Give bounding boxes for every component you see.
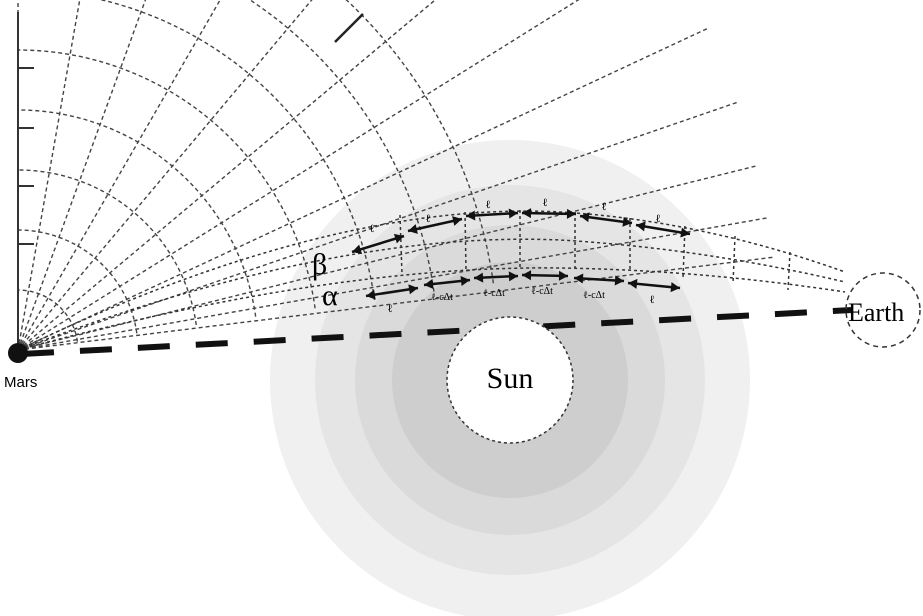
fan-boundary	[17, 12, 364, 352]
segment-label: ℓ	[649, 294, 654, 306]
grid-arc	[17, 289, 79, 342]
segment-label: ℓ-cΔt	[431, 292, 453, 303]
alpha-label: α	[322, 279, 338, 312]
segment-label: ℓ-cΔt	[583, 290, 605, 301]
arrowhead	[522, 208, 532, 219]
arrowhead	[460, 276, 470, 286]
segment-label: ℓ	[369, 223, 374, 235]
arrowhead	[614, 275, 624, 286]
alpha-path-arrows	[365, 270, 681, 300]
radial-line	[17, 217, 767, 351]
beta-path-arrows	[351, 208, 691, 255]
radial-line	[17, 256, 773, 351]
double-arrow	[407, 217, 463, 233]
arrowhead	[522, 270, 532, 281]
double-arrow	[351, 234, 405, 254]
segment-label: ℓ-cΔt	[483, 288, 505, 299]
arrowhead	[628, 278, 638, 289]
grid-arc	[17, 49, 316, 309]
sun-disk	[446, 316, 574, 444]
arrowhead	[580, 212, 590, 223]
radial-line	[17, 0, 580, 351]
sun-label: Sun	[487, 362, 534, 395]
radial-line	[17, 101, 737, 351]
arrowhead	[393, 233, 404, 244]
segment-label: ℓ	[485, 199, 490, 211]
grid-arc	[17, 109, 257, 317]
arrowhead	[424, 279, 434, 289]
arrowhead	[566, 208, 576, 219]
arrowhead	[352, 244, 363, 255]
earth-outline	[845, 272, 921, 348]
beta-label: β	[312, 248, 327, 281]
radial-line	[17, 0, 81, 351]
double-arrow	[635, 223, 691, 236]
segment-label: ℓ-cΔt	[531, 286, 553, 297]
arrowhead	[680, 227, 690, 238]
beam-rung-8	[787, 251, 791, 291]
arrowhead	[508, 208, 518, 219]
radial-line	[17, 0, 313, 351]
arrowhead	[508, 271, 518, 282]
radial-line	[17, 0, 221, 351]
segment-labels: ℓ ℓ ℓ ℓ ℓ ℓ ℓ ℓ-cΔt ℓ-cΔt ℓ-cΔt ℓ-cΔt ℓ	[369, 197, 660, 315]
arrowhead	[558, 270, 568, 281]
radial-line	[17, 28, 708, 351]
radial-line	[17, 0, 147, 351]
beam-upper-edge	[17, 210, 846, 351]
double-arrow	[521, 211, 577, 216]
arrowhead	[408, 224, 418, 234]
arrowhead	[452, 216, 462, 226]
beam-rung-7	[732, 235, 736, 285]
segment-label: ℓ	[655, 213, 660, 225]
grid-arc	[17, 169, 197, 326]
beam-lower-edge	[17, 267, 846, 351]
arrowhead	[474, 272, 484, 283]
arrowhead	[670, 282, 680, 293]
radial-line	[17, 0, 437, 351]
arrowhead	[408, 284, 418, 295]
earth-label: Earth	[848, 298, 904, 327]
segment-label: ℓ	[425, 213, 430, 225]
arrowhead	[636, 221, 646, 232]
arrowhead	[574, 273, 584, 284]
arrowhead	[366, 289, 376, 300]
beam-rung-2	[464, 211, 467, 271]
mars-dot	[8, 343, 28, 363]
beam-rung-1	[399, 214, 403, 276]
segment-label: ℓ	[601, 201, 606, 213]
grid-arc	[17, 229, 138, 334]
segment-label: ℓ	[387, 303, 392, 315]
stray-mark	[334, 13, 364, 43]
segment-label: ℓ	[542, 197, 547, 209]
beam-middle-edge	[17, 238, 846, 351]
arrowhead	[466, 210, 476, 221]
mars-label: Mars	[4, 374, 37, 391]
mars-earth-line	[21, 307, 853, 357]
arrowhead	[622, 216, 632, 227]
